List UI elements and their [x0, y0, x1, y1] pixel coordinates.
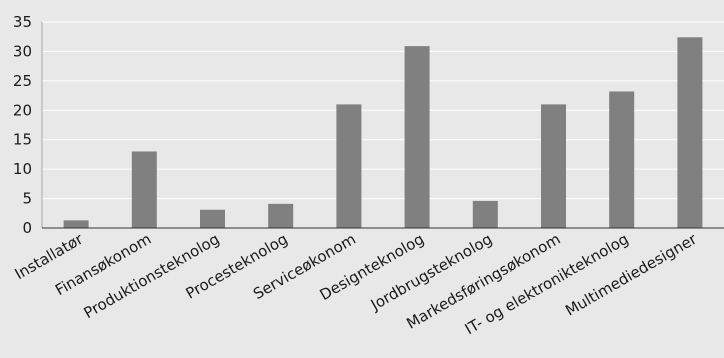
axis-layer	[41, 22, 724, 229]
bars-layer	[63, 37, 703, 229]
y-tick-label: 15	[13, 131, 32, 149]
bar-3	[268, 203, 294, 228]
y-tick-label: 10	[13, 160, 32, 178]
y-tick-label: 30	[13, 42, 32, 60]
bar-5	[404, 46, 430, 229]
bar-6	[472, 200, 498, 228]
y-tick-label: 20	[13, 101, 32, 119]
y-tick-label: 25	[13, 72, 32, 90]
y-tick-labels: 0 5 10 15 20 25 30 35	[13, 13, 32, 237]
x-category-label: Multimediedesigner	[562, 229, 700, 319]
y-tick-label: 0	[22, 219, 32, 237]
bar-7	[541, 104, 566, 228]
bar-1	[131, 151, 157, 228]
bar-0	[63, 220, 89, 228]
y-tick-label: 35	[13, 13, 32, 31]
bar-4	[336, 104, 362, 228]
x-category-labels: InstallatørFinansøkonomProduktionsteknol…	[12, 229, 701, 338]
bar-2	[200, 209, 225, 228]
bar-8	[609, 91, 635, 228]
y-tick-label: 5	[22, 190, 32, 208]
bar-9	[677, 37, 703, 228]
